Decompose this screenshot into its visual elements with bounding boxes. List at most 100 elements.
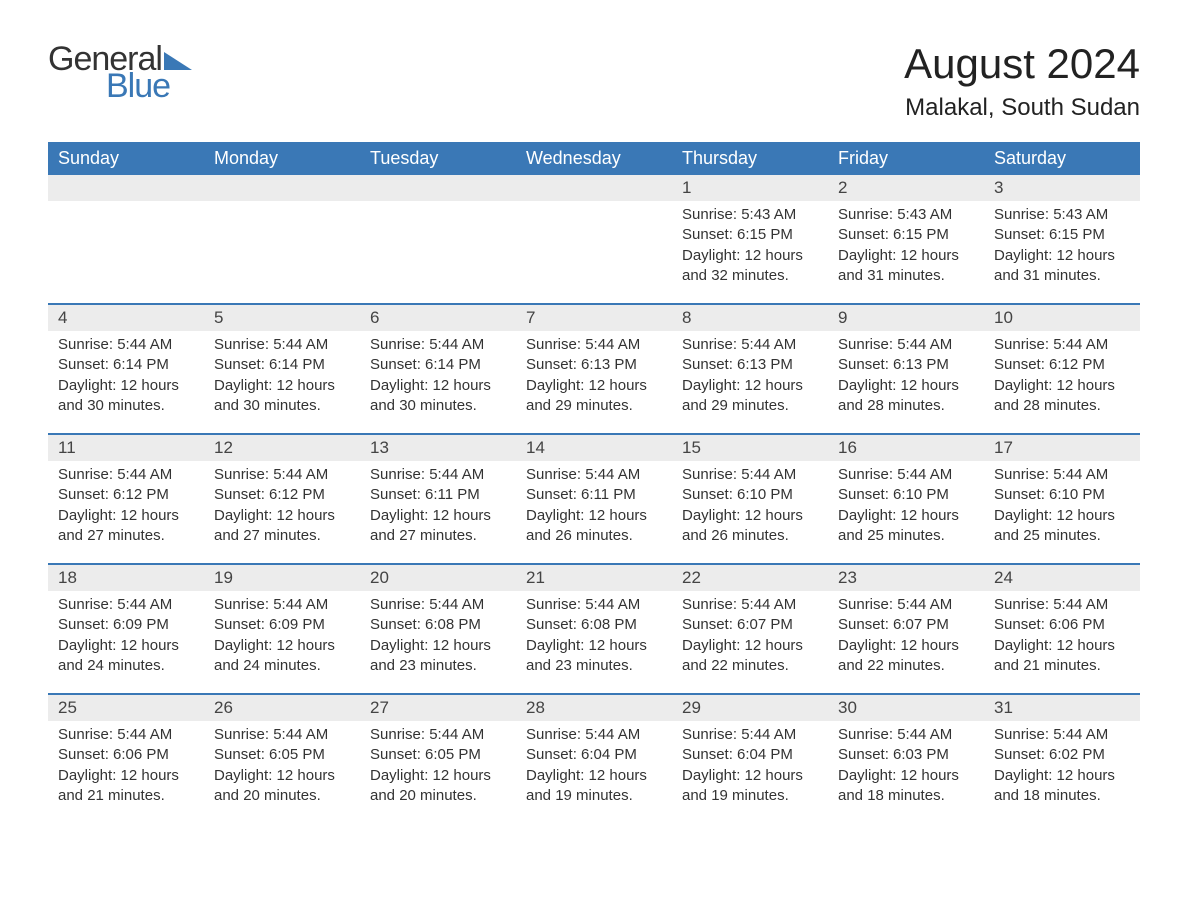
- week-row: 11Sunrise: 5:44 AMSunset: 6:12 PMDayligh…: [48, 433, 1140, 563]
- day-number: [360, 175, 516, 201]
- day-number: 12: [204, 435, 360, 461]
- header: General Blue August 2024 Malakal, South …: [48, 40, 1140, 122]
- day-details: Sunrise: 5:44 AMSunset: 6:08 PMDaylight:…: [360, 591, 516, 682]
- day-number: 9: [828, 305, 984, 331]
- day-details: Sunrise: 5:44 AMSunset: 6:14 PMDaylight:…: [360, 331, 516, 422]
- day-cell: 9Sunrise: 5:44 AMSunset: 6:13 PMDaylight…: [828, 305, 984, 433]
- day-number: 1: [672, 175, 828, 201]
- day-number: 16: [828, 435, 984, 461]
- day-number: 17: [984, 435, 1140, 461]
- day-cell: 15Sunrise: 5:44 AMSunset: 6:10 PMDayligh…: [672, 435, 828, 563]
- logo: General Blue: [48, 40, 192, 106]
- day-cell: 22Sunrise: 5:44 AMSunset: 6:07 PMDayligh…: [672, 565, 828, 693]
- week-row: 18Sunrise: 5:44 AMSunset: 6:09 PMDayligh…: [48, 563, 1140, 693]
- day-details: Sunrise: 5:44 AMSunset: 6:13 PMDaylight:…: [672, 331, 828, 422]
- day-cell: 18Sunrise: 5:44 AMSunset: 6:09 PMDayligh…: [48, 565, 204, 693]
- day-cell: 3Sunrise: 5:43 AMSunset: 6:15 PMDaylight…: [984, 175, 1140, 303]
- day-number: 26: [204, 695, 360, 721]
- day-number: 28: [516, 695, 672, 721]
- day-details: Sunrise: 5:44 AMSunset: 6:12 PMDaylight:…: [48, 461, 204, 552]
- day-cell: 17Sunrise: 5:44 AMSunset: 6:10 PMDayligh…: [984, 435, 1140, 563]
- day-cell: 28Sunrise: 5:44 AMSunset: 6:04 PMDayligh…: [516, 695, 672, 823]
- day-number: 31: [984, 695, 1140, 721]
- weekday-sunday: Sunday: [48, 142, 204, 175]
- day-details: Sunrise: 5:44 AMSunset: 6:10 PMDaylight:…: [828, 461, 984, 552]
- logo-text-blue: Blue: [106, 67, 170, 106]
- day-details: Sunrise: 5:44 AMSunset: 6:06 PMDaylight:…: [984, 591, 1140, 682]
- day-details: Sunrise: 5:44 AMSunset: 6:05 PMDaylight:…: [204, 721, 360, 812]
- weekday-wednesday: Wednesday: [516, 142, 672, 175]
- day-cell: 29Sunrise: 5:44 AMSunset: 6:04 PMDayligh…: [672, 695, 828, 823]
- day-details: Sunrise: 5:44 AMSunset: 6:11 PMDaylight:…: [516, 461, 672, 552]
- day-cell: [204, 175, 360, 303]
- day-cell: 24Sunrise: 5:44 AMSunset: 6:06 PMDayligh…: [984, 565, 1140, 693]
- location: Malakal, South Sudan: [904, 94, 1140, 122]
- day-cell: 25Sunrise: 5:44 AMSunset: 6:06 PMDayligh…: [48, 695, 204, 823]
- day-details: Sunrise: 5:43 AMSunset: 6:15 PMDaylight:…: [828, 201, 984, 292]
- day-cell: 21Sunrise: 5:44 AMSunset: 6:08 PMDayligh…: [516, 565, 672, 693]
- day-cell: 19Sunrise: 5:44 AMSunset: 6:09 PMDayligh…: [204, 565, 360, 693]
- day-number: 14: [516, 435, 672, 461]
- day-details: Sunrise: 5:44 AMSunset: 6:03 PMDaylight:…: [828, 721, 984, 812]
- day-number: 19: [204, 565, 360, 591]
- day-cell: 30Sunrise: 5:44 AMSunset: 6:03 PMDayligh…: [828, 695, 984, 823]
- day-details: Sunrise: 5:44 AMSunset: 6:04 PMDaylight:…: [672, 721, 828, 812]
- day-number: 6: [360, 305, 516, 331]
- day-details: Sunrise: 5:44 AMSunset: 6:10 PMDaylight:…: [984, 461, 1140, 552]
- day-number: 22: [672, 565, 828, 591]
- day-details: Sunrise: 5:44 AMSunset: 6:14 PMDaylight:…: [48, 331, 204, 422]
- day-details: Sunrise: 5:44 AMSunset: 6:11 PMDaylight:…: [360, 461, 516, 552]
- day-number: 30: [828, 695, 984, 721]
- day-cell: 1Sunrise: 5:43 AMSunset: 6:15 PMDaylight…: [672, 175, 828, 303]
- day-number: [204, 175, 360, 201]
- day-cell: [516, 175, 672, 303]
- day-details: Sunrise: 5:44 AMSunset: 6:06 PMDaylight:…: [48, 721, 204, 812]
- day-number: 13: [360, 435, 516, 461]
- weekday-friday: Friday: [828, 142, 984, 175]
- day-details: Sunrise: 5:43 AMSunset: 6:15 PMDaylight:…: [984, 201, 1140, 292]
- day-number: 4: [48, 305, 204, 331]
- day-number: 15: [672, 435, 828, 461]
- week-row: 1Sunrise: 5:43 AMSunset: 6:15 PMDaylight…: [48, 175, 1140, 303]
- day-details: Sunrise: 5:44 AMSunset: 6:10 PMDaylight:…: [672, 461, 828, 552]
- day-details: Sunrise: 5:44 AMSunset: 6:12 PMDaylight:…: [204, 461, 360, 552]
- day-number: 25: [48, 695, 204, 721]
- weekday-header-row: SundayMondayTuesdayWednesdayThursdayFrid…: [48, 142, 1140, 175]
- day-cell: 26Sunrise: 5:44 AMSunset: 6:05 PMDayligh…: [204, 695, 360, 823]
- day-number: [48, 175, 204, 201]
- day-details: Sunrise: 5:44 AMSunset: 6:09 PMDaylight:…: [48, 591, 204, 682]
- day-details: Sunrise: 5:43 AMSunset: 6:15 PMDaylight:…: [672, 201, 828, 292]
- day-number: 3: [984, 175, 1140, 201]
- day-cell: 27Sunrise: 5:44 AMSunset: 6:05 PMDayligh…: [360, 695, 516, 823]
- day-cell: 5Sunrise: 5:44 AMSunset: 6:14 PMDaylight…: [204, 305, 360, 433]
- day-number: 10: [984, 305, 1140, 331]
- day-cell: 2Sunrise: 5:43 AMSunset: 6:15 PMDaylight…: [828, 175, 984, 303]
- weekday-thursday: Thursday: [672, 142, 828, 175]
- day-cell: [48, 175, 204, 303]
- day-cell: 31Sunrise: 5:44 AMSunset: 6:02 PMDayligh…: [984, 695, 1140, 823]
- day-details: Sunrise: 5:44 AMSunset: 6:08 PMDaylight:…: [516, 591, 672, 682]
- day-details: Sunrise: 5:44 AMSunset: 6:14 PMDaylight:…: [204, 331, 360, 422]
- day-number: 2: [828, 175, 984, 201]
- day-cell: [360, 175, 516, 303]
- day-cell: 4Sunrise: 5:44 AMSunset: 6:14 PMDaylight…: [48, 305, 204, 433]
- day-cell: 14Sunrise: 5:44 AMSunset: 6:11 PMDayligh…: [516, 435, 672, 563]
- day-cell: 10Sunrise: 5:44 AMSunset: 6:12 PMDayligh…: [984, 305, 1140, 433]
- day-cell: 8Sunrise: 5:44 AMSunset: 6:13 PMDaylight…: [672, 305, 828, 433]
- day-details: Sunrise: 5:44 AMSunset: 6:12 PMDaylight:…: [984, 331, 1140, 422]
- day-number: 29: [672, 695, 828, 721]
- weekday-monday: Monday: [204, 142, 360, 175]
- day-details: Sunrise: 5:44 AMSunset: 6:02 PMDaylight:…: [984, 721, 1140, 812]
- day-number: 7: [516, 305, 672, 331]
- day-details: Sunrise: 5:44 AMSunset: 6:05 PMDaylight:…: [360, 721, 516, 812]
- day-cell: 16Sunrise: 5:44 AMSunset: 6:10 PMDayligh…: [828, 435, 984, 563]
- day-cell: 20Sunrise: 5:44 AMSunset: 6:08 PMDayligh…: [360, 565, 516, 693]
- day-details: Sunrise: 5:44 AMSunset: 6:13 PMDaylight:…: [516, 331, 672, 422]
- day-cell: 11Sunrise: 5:44 AMSunset: 6:12 PMDayligh…: [48, 435, 204, 563]
- day-details: Sunrise: 5:44 AMSunset: 6:07 PMDaylight:…: [672, 591, 828, 682]
- day-number: 20: [360, 565, 516, 591]
- title-block: August 2024 Malakal, South Sudan: [904, 40, 1140, 122]
- weekday-saturday: Saturday: [984, 142, 1140, 175]
- day-cell: 7Sunrise: 5:44 AMSunset: 6:13 PMDaylight…: [516, 305, 672, 433]
- day-number: 24: [984, 565, 1140, 591]
